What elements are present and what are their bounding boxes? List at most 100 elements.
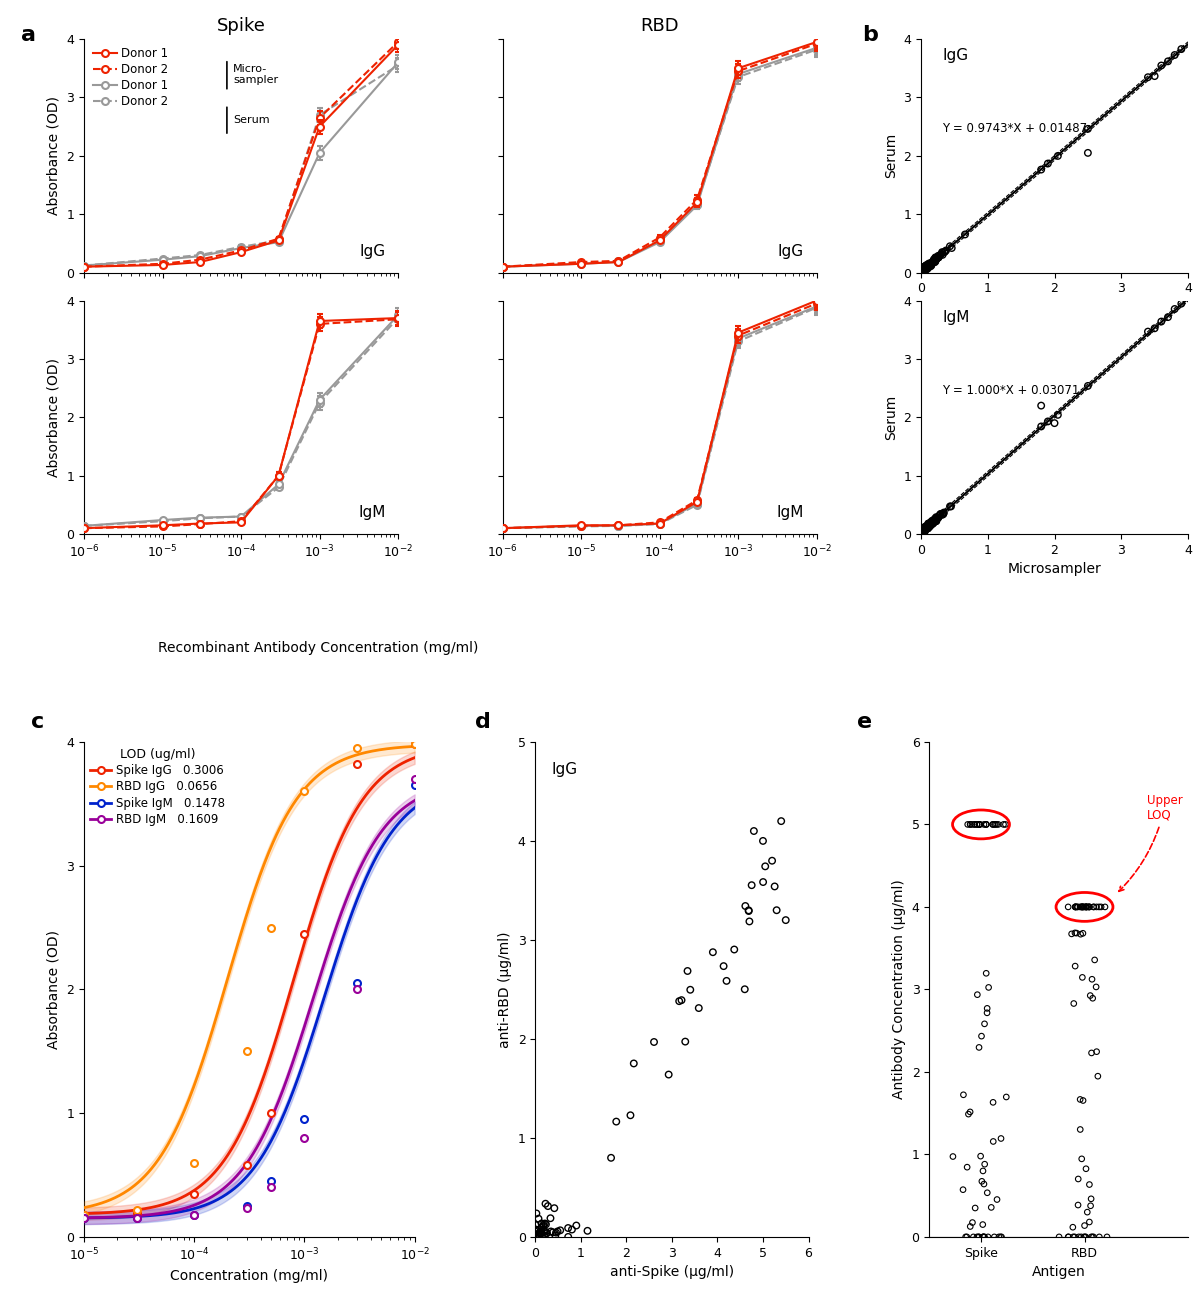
Point bbox=[913, 262, 932, 283]
Point bbox=[922, 512, 941, 533]
Point bbox=[916, 258, 935, 279]
Point bbox=[920, 254, 940, 275]
Point bbox=[923, 513, 942, 534]
Point bbox=[954, 1180, 973, 1200]
Point bbox=[922, 254, 941, 275]
Point bbox=[958, 1156, 977, 1177]
Point bbox=[916, 259, 935, 280]
Point bbox=[1076, 897, 1096, 918]
Point bbox=[914, 519, 934, 540]
Point bbox=[923, 251, 942, 272]
Point bbox=[1079, 375, 1098, 396]
Point bbox=[967, 814, 986, 835]
Point bbox=[680, 979, 700, 1000]
Point bbox=[916, 259, 935, 280]
Point bbox=[928, 246, 947, 267]
Point bbox=[924, 249, 943, 270]
Point bbox=[912, 259, 931, 280]
Point bbox=[912, 259, 931, 280]
Point bbox=[929, 247, 948, 268]
Point bbox=[1066, 923, 1085, 944]
Point bbox=[932, 242, 952, 263]
Point bbox=[740, 911, 760, 932]
Point bbox=[912, 262, 931, 283]
Point bbox=[1073, 897, 1092, 918]
Point bbox=[919, 253, 938, 273]
Point bbox=[918, 518, 937, 539]
Point bbox=[924, 509, 943, 530]
Point bbox=[913, 521, 932, 542]
Point bbox=[912, 260, 931, 281]
Point bbox=[964, 1226, 983, 1247]
Text: Micro-
sampler: Micro- sampler bbox=[233, 64, 278, 86]
Point bbox=[533, 1216, 552, 1237]
Point bbox=[916, 258, 935, 279]
Point bbox=[919, 517, 938, 538]
Point bbox=[1072, 897, 1091, 918]
Point bbox=[742, 875, 761, 896]
Point bbox=[929, 247, 948, 268]
Point bbox=[1064, 993, 1084, 1014]
Point bbox=[954, 1085, 973, 1105]
Point bbox=[534, 1220, 553, 1241]
Point bbox=[943, 1146, 962, 1167]
Point bbox=[977, 814, 996, 835]
Text: IgG: IgG bbox=[942, 48, 968, 64]
Point bbox=[912, 522, 931, 543]
Point bbox=[913, 259, 932, 280]
Point bbox=[916, 255, 935, 276]
Point bbox=[914, 259, 934, 280]
Point bbox=[923, 251, 942, 272]
Point bbox=[1078, 1202, 1097, 1223]
Point bbox=[926, 508, 946, 529]
Point bbox=[1139, 66, 1158, 87]
Point bbox=[1076, 897, 1096, 918]
Point bbox=[1070, 1088, 1090, 1109]
Point bbox=[620, 1105, 640, 1126]
Point bbox=[916, 259, 935, 280]
Text: IgG: IgG bbox=[359, 243, 385, 259]
Point bbox=[920, 254, 940, 275]
Text: a: a bbox=[22, 25, 36, 46]
Point bbox=[926, 509, 946, 530]
Point bbox=[714, 956, 733, 976]
Point bbox=[928, 508, 947, 529]
Point bbox=[916, 256, 935, 277]
Point bbox=[918, 518, 937, 539]
Point bbox=[991, 1226, 1010, 1247]
Point bbox=[913, 256, 932, 277]
Point bbox=[1085, 949, 1104, 970]
Point bbox=[923, 251, 942, 272]
Point bbox=[914, 259, 934, 280]
Point bbox=[919, 517, 938, 538]
Point bbox=[932, 504, 952, 525]
Point bbox=[919, 255, 938, 276]
Point bbox=[919, 514, 938, 535]
Point bbox=[1066, 897, 1085, 918]
Point bbox=[532, 1213, 551, 1234]
Point bbox=[925, 510, 944, 531]
Point bbox=[1152, 55, 1171, 76]
Point bbox=[917, 259, 936, 280]
Point bbox=[918, 514, 937, 535]
Point bbox=[913, 256, 932, 277]
Point bbox=[912, 259, 931, 280]
Point bbox=[970, 1226, 989, 1247]
Point bbox=[912, 522, 931, 543]
Point bbox=[739, 901, 758, 922]
Point bbox=[970, 814, 989, 835]
Point bbox=[1080, 897, 1099, 918]
Point bbox=[912, 522, 931, 543]
Point bbox=[917, 255, 936, 276]
Point bbox=[917, 517, 936, 538]
Point bbox=[912, 522, 931, 543]
Point bbox=[913, 260, 932, 281]
Point bbox=[1067, 923, 1086, 944]
Point bbox=[1158, 307, 1177, 328]
Point bbox=[922, 253, 941, 273]
Point bbox=[991, 1128, 1010, 1148]
Point bbox=[1081, 1195, 1100, 1216]
Point bbox=[922, 254, 941, 275]
Y-axis label: Absorbance (OD): Absorbance (OD) bbox=[47, 930, 61, 1049]
Point bbox=[918, 258, 937, 279]
